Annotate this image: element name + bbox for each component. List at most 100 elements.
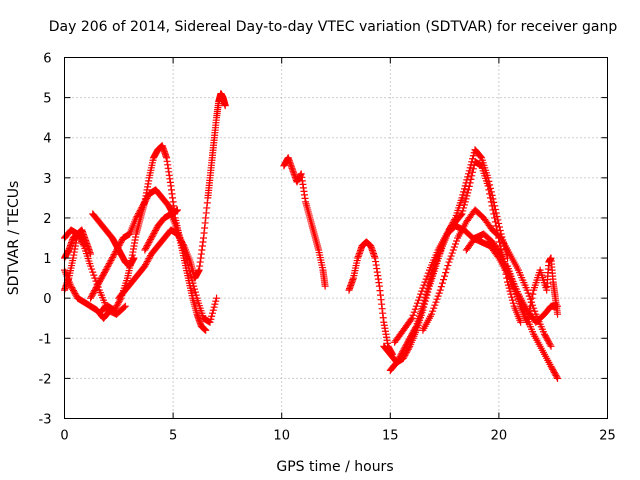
data-point bbox=[213, 294, 221, 302]
data-point bbox=[420, 299, 428, 307]
data-point bbox=[98, 273, 106, 281]
y-tick-label: 3 bbox=[43, 172, 51, 187]
data-point bbox=[486, 190, 494, 198]
grid bbox=[64, 57, 608, 419]
data-point bbox=[463, 192, 471, 200]
data-point bbox=[420, 281, 428, 289]
data-point bbox=[442, 269, 450, 277]
chart-title: Day 206 of 2014, Sidereal Day-to-day VTE… bbox=[49, 19, 618, 35]
data-point bbox=[488, 202, 496, 210]
data-point bbox=[395, 354, 403, 362]
y-tick-label: 0 bbox=[43, 292, 51, 307]
data-point bbox=[547, 342, 555, 350]
data-point bbox=[101, 267, 109, 275]
data-point bbox=[144, 256, 152, 264]
y-tick-label: 6 bbox=[43, 52, 51, 67]
data-point bbox=[541, 330, 549, 338]
data-point bbox=[465, 167, 473, 175]
data-point bbox=[72, 291, 80, 299]
data-point bbox=[421, 296, 429, 304]
data-point bbox=[182, 255, 190, 263]
data-point bbox=[89, 268, 97, 276]
data-point bbox=[424, 269, 432, 277]
data-point bbox=[435, 289, 443, 297]
data-point bbox=[484, 182, 492, 190]
data-point bbox=[549, 367, 557, 375]
data-point bbox=[111, 305, 119, 313]
data-point bbox=[523, 286, 531, 294]
data-point bbox=[190, 282, 198, 290]
data-point bbox=[440, 276, 448, 284]
data-point bbox=[460, 185, 468, 193]
data-point bbox=[90, 271, 98, 279]
data-point bbox=[460, 201, 468, 209]
y-tick-label: 1 bbox=[43, 252, 51, 267]
data-point bbox=[404, 337, 412, 345]
data-point bbox=[419, 302, 427, 310]
data-point bbox=[110, 306, 118, 314]
data-point bbox=[99, 272, 107, 280]
data-point bbox=[446, 255, 454, 263]
data-point bbox=[399, 348, 407, 356]
data-point bbox=[146, 237, 154, 245]
data-point bbox=[188, 276, 196, 284]
data-point bbox=[93, 282, 101, 290]
data-point bbox=[398, 349, 406, 357]
data-point bbox=[91, 285, 99, 293]
data-point bbox=[430, 304, 438, 312]
data-point bbox=[121, 302, 129, 310]
series-arc-4 bbox=[61, 230, 86, 262]
data-point bbox=[433, 295, 441, 303]
data-point bbox=[96, 278, 104, 286]
series-arc-10 bbox=[280, 154, 329, 290]
data-point bbox=[411, 325, 419, 333]
data-point bbox=[541, 332, 549, 340]
data-point bbox=[147, 236, 155, 244]
data-point bbox=[142, 245, 150, 253]
data-point bbox=[460, 188, 468, 196]
data-point bbox=[100, 269, 108, 277]
data-point bbox=[78, 234, 86, 242]
data-point bbox=[104, 263, 112, 271]
data-point bbox=[397, 351, 405, 359]
data-point bbox=[487, 198, 495, 206]
data-point bbox=[438, 279, 446, 287]
data-point bbox=[100, 270, 108, 278]
data-point bbox=[102, 266, 110, 274]
data-point bbox=[469, 152, 477, 160]
data-point bbox=[152, 225, 160, 233]
data-point bbox=[486, 194, 494, 202]
data-point bbox=[554, 374, 562, 382]
data-point bbox=[453, 237, 461, 245]
data-point bbox=[120, 303, 128, 311]
data-point bbox=[87, 294, 95, 302]
data-point bbox=[448, 249, 456, 257]
data-point bbox=[466, 179, 474, 187]
data-point bbox=[106, 258, 114, 266]
data-point bbox=[431, 301, 439, 309]
data-point bbox=[509, 299, 517, 307]
data-point bbox=[468, 172, 476, 180]
data-point bbox=[451, 240, 459, 248]
x-tick-label: 10 bbox=[273, 429, 290, 444]
data-point bbox=[208, 309, 216, 317]
data-point bbox=[429, 307, 437, 315]
x-tick-label: 25 bbox=[599, 429, 616, 444]
data-point bbox=[437, 283, 445, 291]
data-point bbox=[105, 260, 113, 268]
data-point bbox=[469, 168, 477, 176]
data-point bbox=[147, 234, 155, 242]
data-point bbox=[408, 314, 416, 322]
data-point bbox=[145, 239, 153, 247]
data-point bbox=[508, 296, 516, 304]
data-point bbox=[467, 175, 475, 183]
data-point bbox=[410, 327, 418, 335]
data-point bbox=[149, 231, 157, 239]
data-point bbox=[401, 343, 409, 351]
data-point bbox=[460, 204, 468, 212]
data-point bbox=[114, 300, 122, 308]
data-point bbox=[87, 262, 95, 270]
data-point bbox=[416, 293, 424, 301]
data-point bbox=[207, 315, 215, 323]
data-point bbox=[422, 275, 430, 283]
